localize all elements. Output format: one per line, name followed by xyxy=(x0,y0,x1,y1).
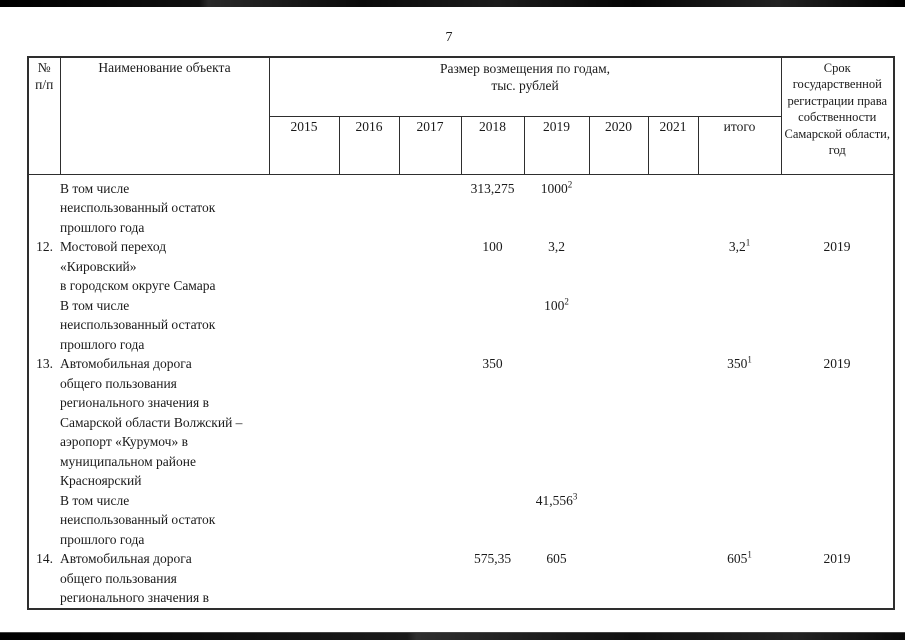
cell-2016 xyxy=(339,296,399,355)
cell-2021 xyxy=(648,549,698,609)
table-body: В том числе неиспользованный остаток прошл… xyxy=(28,174,894,609)
header-cell-total: итого xyxy=(697,115,782,175)
header-cell-year-2019: 2019 xyxy=(523,115,590,175)
header-cell-year-2021: 2021 xyxy=(647,115,699,175)
header-cell-year-2018: 2018 xyxy=(460,115,525,175)
cell-2017 xyxy=(399,491,461,550)
header-cell-year-2015: 2015 xyxy=(268,115,340,175)
cell-row-number xyxy=(28,174,60,237)
cell-2020 xyxy=(589,174,648,237)
cell-2018: 313,275 xyxy=(470,180,515,196)
page-number: 7 xyxy=(445,30,453,45)
footnote-marker: 1 xyxy=(747,549,752,560)
cell-row-number: 14. xyxy=(36,551,53,566)
cell-2015 xyxy=(269,354,339,491)
cell-2015 xyxy=(269,296,339,355)
cell-2021 xyxy=(648,354,698,491)
cell-2021 xyxy=(648,296,698,355)
cell-row-number xyxy=(28,296,60,355)
table-row: 12. Мостовой переход «Кировский» в городско… xyxy=(28,237,894,296)
cell-object-name: Мостовой переход «Кировский» в городском о… xyxy=(60,239,216,293)
table-header: № п/п Наименование объекта Размер возмещ… xyxy=(27,56,895,175)
cell-2017 xyxy=(399,237,461,296)
table-row: В том числе неиспользованный остаток прошл… xyxy=(28,491,894,550)
cell-2015 xyxy=(269,549,339,609)
cell-2015 xyxy=(269,491,339,550)
cell-total: 3501 xyxy=(727,354,752,371)
cell-row-number xyxy=(28,491,60,550)
cell-2020 xyxy=(589,296,648,355)
cell-2018: 575,35 xyxy=(473,551,512,566)
cell-2018: 350 xyxy=(482,356,503,371)
cell-total xyxy=(698,296,781,355)
cell-total: 3,21 xyxy=(728,237,751,254)
header-cell-year-2020: 2020 xyxy=(588,115,649,175)
cell-2020 xyxy=(589,491,648,550)
cell-2021 xyxy=(648,237,698,296)
cell-2018 xyxy=(461,296,524,355)
cell-2016 xyxy=(339,549,399,609)
header-cell-object-name: Наименование объекта xyxy=(59,56,270,175)
footnote-marker: 2 xyxy=(567,179,573,189)
cell-2020 xyxy=(589,237,648,296)
header-cell-year-2016: 2016 xyxy=(338,115,400,175)
cell-term xyxy=(781,174,894,237)
cell-object-name: В том числе неиспользованный остаток прошл… xyxy=(60,492,216,547)
cell-2015 xyxy=(269,237,339,296)
cell-row-number: 12. xyxy=(36,239,53,254)
header-row-years: 2015 2016 2017 2018 2019 2020 2021 итого xyxy=(28,115,894,175)
cell-term: 2019 xyxy=(823,356,851,371)
cell-term: 2019 xyxy=(823,551,851,566)
footnote-marker: 2 xyxy=(564,296,569,306)
cell-2019: 10002 xyxy=(540,179,573,196)
cell-total: 6051 xyxy=(727,549,752,566)
table-row: В том числе неиспользованный остаток прошл… xyxy=(28,174,894,237)
table-row: 13. Автомобильная дорога общего пользовани… xyxy=(28,354,894,491)
cell-term xyxy=(781,296,894,355)
cell-2016 xyxy=(339,237,399,296)
cell-2020 xyxy=(589,354,648,491)
cell-2015 xyxy=(269,174,339,237)
cell-2019 xyxy=(524,354,589,491)
cell-2018: 100 xyxy=(482,239,503,254)
cell-row-number: 13. xyxy=(36,356,53,371)
cell-term: 2019 xyxy=(823,239,851,254)
scan-artifact-bottom-bar xyxy=(0,632,905,640)
cell-total xyxy=(698,491,781,550)
cell-term xyxy=(781,491,894,550)
footnote-marker: 1 xyxy=(745,237,751,248)
footnote-marker: 1 xyxy=(747,354,752,365)
scan-artifact-top-bar xyxy=(0,0,905,7)
cell-2017 xyxy=(399,174,461,237)
cell-2019: 1002 xyxy=(544,296,569,313)
cell-2020 xyxy=(589,549,648,609)
footnote-marker: 3 xyxy=(572,491,578,501)
cell-2016 xyxy=(339,174,399,237)
cell-2016 xyxy=(339,491,399,550)
cell-2021 xyxy=(648,174,698,237)
table-row: В том числе неиспользованный остаток прошл… xyxy=(28,296,894,355)
cell-2021 xyxy=(648,491,698,550)
header-cell-year-2017: 2017 xyxy=(398,115,462,175)
header-cell-registration-term: Срок государственной регистрации права с… xyxy=(780,56,895,175)
header-cell-number: № п/п xyxy=(27,56,61,175)
header-row-groups: № п/п Наименование объекта Размер возмещ… xyxy=(27,56,895,175)
cell-total xyxy=(698,174,781,237)
header-cell-compensation-span: Размер возмещения по годам, тыс. рублей xyxy=(268,56,782,117)
cell-2019: 605 xyxy=(546,551,567,566)
cell-2017 xyxy=(399,354,461,491)
cell-2017 xyxy=(399,296,461,355)
cell-object-name: Автомобильная дорога общего пользования ре… xyxy=(60,551,209,605)
cell-object-name: В том числе неиспользованный остаток прошл… xyxy=(60,297,216,352)
cell-2019: 41,5563 xyxy=(535,491,578,508)
cell-2016 xyxy=(339,354,399,491)
compensation-table: № п/п Наименование объекта Размер возмещ… xyxy=(27,56,895,610)
cell-object-name: В том числе неиспользованный остаток прошл… xyxy=(60,180,216,235)
table-row: 14. Автомобильная дорога общего пользовани… xyxy=(28,549,894,609)
cell-2019: 3,2 xyxy=(548,239,565,254)
cell-object-name: Автомобильная дорога общего пользования ре… xyxy=(60,356,243,488)
cell-2018 xyxy=(461,491,524,550)
cell-2017 xyxy=(399,549,461,609)
